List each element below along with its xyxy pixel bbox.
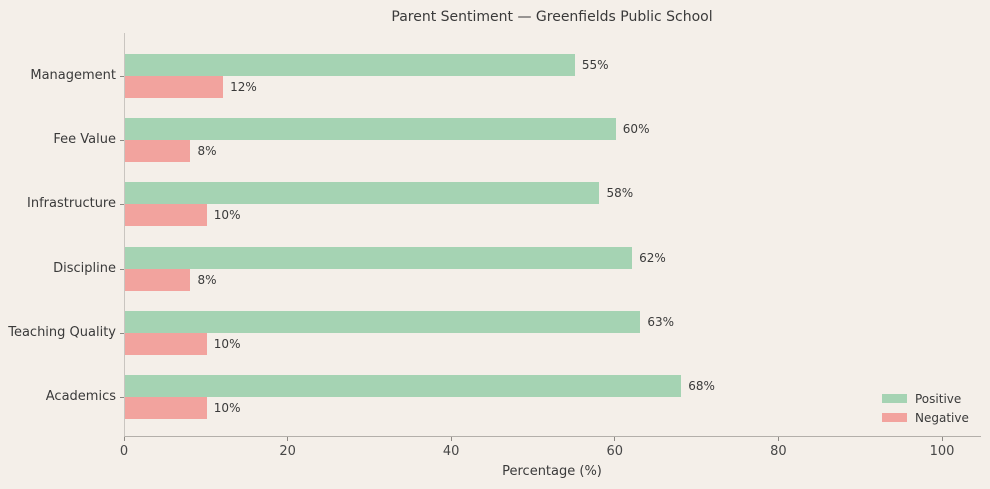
x-tick-mark-40: [450, 437, 452, 441]
bar-positive-management: [125, 54, 575, 76]
legend-label-positive: Positive: [915, 391, 962, 406]
bar-value-positive-discipline: 62%: [639, 250, 666, 265]
x-tick-label-20: 20: [279, 444, 296, 459]
x-tick-label-0: 0: [119, 444, 129, 459]
y-tick-label-infrastructure: Infrastructure: [27, 196, 116, 212]
x-tick-label-40: 40: [442, 444, 460, 459]
bar-value-negative-management: 12%: [230, 80, 257, 94]
x-tick-mark-80: [777, 437, 779, 441]
x-tick-label-100: 100: [929, 444, 955, 459]
bar-value-negative-academics: 10%: [213, 401, 241, 415]
y-tick-mark-academics: [120, 397, 124, 398]
bar-value-positive-management: 55%: [581, 58, 609, 72]
bar-negative-teaching-quality: [125, 332, 207, 355]
bar-positive-teaching-quality: [125, 310, 641, 333]
legend-label-negative: Negative: [915, 410, 969, 425]
y-tick-label-discipline: Discipline: [53, 260, 116, 276]
x-tick-label-60: 60: [606, 444, 624, 459]
y-tick-mark-teaching-quality: [120, 332, 124, 334]
bar-negative-fee-value: [125, 140, 191, 163]
y-tick-label-academics: Academics: [45, 389, 116, 404]
bar-negative-infrastructure: [125, 204, 207, 227]
bar-value-positive-fee-value: 60%: [622, 122, 650, 137]
bar-value-negative-discipline: 8%: [197, 272, 217, 287]
bar-negative-discipline: [125, 268, 191, 291]
bar-negative-management: [125, 76, 224, 98]
x-tick-label-80: 80: [770, 444, 787, 459]
bar-value-negative-fee-value: 8%: [197, 144, 217, 159]
y-tick-mark-infrastructure: [120, 204, 124, 206]
bar-positive-fee-value: [125, 118, 616, 141]
y-tick-label-management: Management: [30, 68, 116, 83]
bar-positive-infrastructure: [125, 182, 600, 205]
bar-negative-academics: [125, 397, 207, 419]
bar-positive-discipline: [125, 246, 633, 269]
bar-value-negative-infrastructure: 10%: [213, 208, 241, 223]
x-tick-mark-60: [614, 437, 616, 441]
bar-value-positive-infrastructure: 58%: [606, 186, 634, 201]
legend-item-negative: Negative: [882, 408, 969, 427]
x-tick-mark-20: [287, 437, 289, 441]
bar-value-positive-teaching-quality: 63%: [647, 314, 674, 329]
bar-value-positive-academics: 68%: [688, 379, 715, 393]
x-tick-mark-0: [123, 437, 125, 441]
y-tick-label-fee-value: Fee Value: [53, 132, 116, 148]
bar-positive-academics: [125, 375, 682, 397]
x-axis-label: Percentage (%): [502, 464, 602, 479]
y-tick-mark-fee-value: [120, 140, 124, 142]
plot-area: 55% 12% 60% 8% 58% 10% 62% 8% 63% 10% 68% 10%: [124, 33, 981, 437]
bar-value-negative-teaching-quality: 10%: [213, 336, 241, 351]
legend-item-positive: Positive: [882, 389, 969, 408]
legend: Positive Negative: [882, 389, 969, 427]
y-tick-label-teaching-quality: Teaching Quality: [8, 324, 116, 340]
legend-swatch-negative-icon: [882, 413, 907, 422]
x-tick-mark-100: [941, 437, 943, 441]
y-tick-mark-management: [120, 76, 124, 77]
legend-swatch-positive-icon: [882, 394, 907, 403]
y-tick-mark-discipline: [120, 268, 124, 270]
chart-title: Parent Sentiment — Greenfields Public Sc…: [391, 9, 713, 25]
